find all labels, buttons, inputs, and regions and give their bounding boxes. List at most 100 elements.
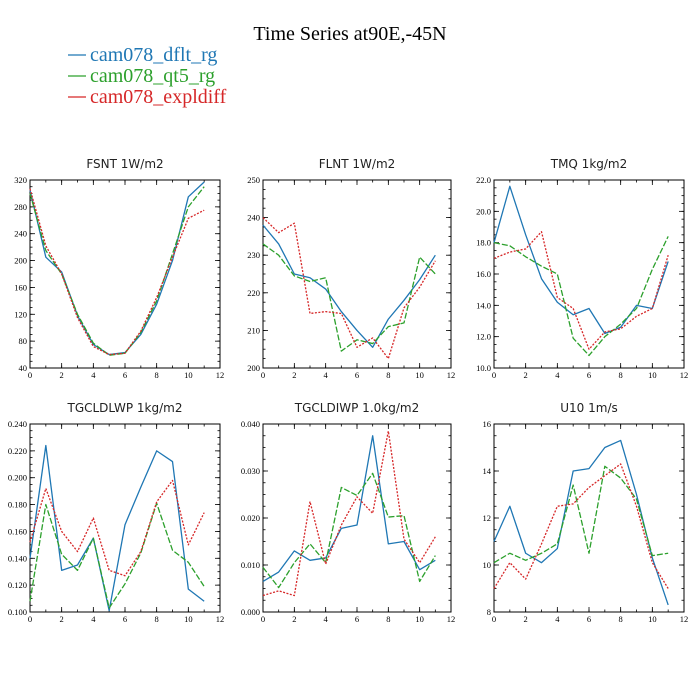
chart-panel: TGCLDLWP 1kg/m2 0 2 4 6 8 10 12 0.100 0.120 0.140 0… <box>8 401 224 624</box>
series-line <box>493 465 669 564</box>
panel-title: U10 1m/s <box>560 401 618 415</box>
chart-panel: TGCLDIWP 1.0kg/m2 0 2 4 6 8 10 12 0.000 0.010 0.02… <box>241 401 455 624</box>
panel-title: TGCLDIWP 1.0kg/m2 <box>294 401 419 415</box>
x-tick-label: 12 <box>216 370 225 380</box>
x-tick-label: 10 <box>184 370 193 380</box>
x-tick-label: 8 <box>386 370 390 380</box>
legend-label: cam078_dflt_rg <box>90 44 217 66</box>
y-tick-label: 160 <box>14 282 27 292</box>
y-tick-label: 10.0 <box>476 363 491 373</box>
y-tick-label: 14 <box>483 466 492 476</box>
y-tick-label: 0.020 <box>241 513 260 523</box>
series-line <box>29 181 205 356</box>
x-tick-label: 8 <box>619 370 623 380</box>
y-tick-label: 200 <box>14 256 27 266</box>
legend-item: cam078_expldiff <box>68 86 227 108</box>
x-tick-label: 0 <box>492 370 496 380</box>
legend: cam078_dflt_rg cam078_qt5_rg cam078_expl… <box>68 44 227 108</box>
panel-title: TMQ 1kg/m2 <box>550 157 628 171</box>
y-tick-label: 22.0 <box>476 175 491 185</box>
legend-item: cam078_qt5_rg <box>68 65 215 87</box>
series-line <box>29 444 205 612</box>
chart-panel: U10 1m/s 0 2 4 6 8 10 12 8 10 12 14 16 <box>483 401 689 624</box>
x-tick-label: 0 <box>492 614 496 624</box>
x-tick-label: 4 <box>91 370 96 380</box>
x-tick-label: 6 <box>355 370 359 380</box>
y-tick-label: 250 <box>247 175 260 185</box>
series-line <box>29 188 205 356</box>
y-tick-label: 20.0 <box>476 206 491 216</box>
x-tick-label: 10 <box>415 370 424 380</box>
series-line <box>493 236 669 357</box>
legend-label: cam078_expldiff <box>90 86 227 108</box>
y-tick-label: 0.120 <box>8 580 27 590</box>
x-tick-label: 10 <box>648 614 657 624</box>
y-tick-label: 0.160 <box>8 526 27 536</box>
y-tick-label: 210 <box>247 325 260 335</box>
x-tick-label: 4 <box>324 614 329 624</box>
y-tick-label: 0.240 <box>8 419 27 429</box>
y-tick-label: 0.220 <box>8 446 27 456</box>
x-tick-label: 12 <box>216 614 225 624</box>
series-line <box>493 231 669 350</box>
panel-title: TGCLDLWP 1kg/m2 <box>66 401 182 415</box>
panels: FSNT 1W/m20 2 4 6 8 10 12408012016020024028032… <box>8 157 688 624</box>
x-tick-label: 6 <box>587 370 591 380</box>
y-tick-label: 120 <box>14 309 27 319</box>
series-line <box>262 435 436 583</box>
series-line <box>493 463 669 589</box>
y-tick-label: 0.140 <box>8 553 27 563</box>
series-line <box>493 439 669 606</box>
x-tick-label: 4 <box>324 370 329 380</box>
y-tick-label: 16 <box>483 419 492 429</box>
figure-title: Time Series at90E,-45N <box>253 23 446 45</box>
x-tick-label: 8 <box>155 370 159 380</box>
chart-panel: TMQ 1kg/m2 0 2 4 6 8 10 12 10.0 12.0 14.0 16.0 18.0 2… <box>476 157 688 380</box>
x-tick-label: 4 <box>555 614 560 624</box>
plot-frame <box>29 179 221 369</box>
plot-frame <box>493 423 685 613</box>
series-line <box>262 472 436 589</box>
y-tick-label: 12 <box>483 513 492 523</box>
y-tick-label: 40 <box>19 363 28 373</box>
series-line <box>262 217 436 360</box>
y-tick-label: 230 <box>247 250 260 260</box>
y-tick-label: 0.180 <box>8 500 27 510</box>
y-tick-label: 0.010 <box>241 560 260 570</box>
x-tick-label: 0 <box>28 614 32 624</box>
y-tick-label: 220 <box>247 288 260 298</box>
y-tick-label: 240 <box>14 229 27 239</box>
x-tick-label: 4 <box>91 614 96 624</box>
y-tick-label: 8 <box>487 607 491 617</box>
plot-frame <box>493 179 685 369</box>
x-tick-label: 0 <box>261 614 265 624</box>
y-tick-label: 0.000 <box>241 607 260 617</box>
y-tick-label: 280 <box>14 202 27 212</box>
chart-panel: FSNT 1W/m2 0 2 4 6 8 10 12 40 80 120 160 200 240 280 32… <box>14 157 224 380</box>
x-tick-label: 12 <box>447 370 456 380</box>
x-tick-label: 12 <box>447 614 456 624</box>
x-tick-label: 2 <box>292 614 296 624</box>
x-tick-label: 12 <box>680 614 689 624</box>
y-tick-label: 200 <box>247 363 260 373</box>
y-tick-label: 12.0 <box>476 332 491 342</box>
series-line <box>493 185 669 335</box>
panel-title: FSNT 1W/m2 <box>86 157 163 171</box>
series-line <box>29 502 205 609</box>
x-tick-label: 4 <box>555 370 560 380</box>
y-tick-label: 10 <box>483 560 492 570</box>
y-tick-label: 240 <box>247 213 260 223</box>
y-tick-label: 80 <box>19 336 28 346</box>
series-line <box>262 430 436 597</box>
x-tick-label: 2 <box>524 370 528 380</box>
panel-title: FLNT 1W/m2 <box>319 157 396 171</box>
series-line <box>262 224 436 348</box>
x-tick-label: 10 <box>415 614 424 624</box>
legend-label: cam078_qt5_rg <box>90 65 215 87</box>
x-tick-label: 6 <box>587 614 591 624</box>
x-tick-label: 6 <box>123 614 127 624</box>
x-tick-label: 0 <box>28 370 32 380</box>
y-tick-label: 18.0 <box>476 238 491 248</box>
x-tick-label: 0 <box>261 370 265 380</box>
